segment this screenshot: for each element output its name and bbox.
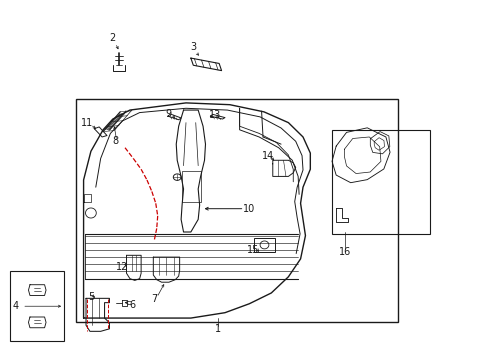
Text: 1: 1: [214, 324, 220, 334]
Text: 9: 9: [165, 109, 172, 119]
Text: 16: 16: [338, 247, 350, 257]
Text: 7: 7: [151, 294, 157, 304]
Text: 12: 12: [116, 262, 128, 272]
Text: 13: 13: [209, 110, 221, 120]
Bar: [182, 171, 200, 202]
Text: 14: 14: [261, 150, 273, 161]
Text: 11: 11: [81, 118, 93, 128]
Text: 2: 2: [109, 33, 116, 43]
Text: 5: 5: [88, 292, 94, 302]
Bar: [254, 238, 274, 252]
Text: 6: 6: [129, 300, 135, 310]
Bar: [331, 130, 429, 234]
Text: 10: 10: [243, 204, 255, 214]
Text: 8: 8: [112, 136, 118, 145]
Bar: [10, 271, 64, 341]
Text: 15: 15: [246, 245, 259, 255]
Text: 4: 4: [12, 301, 19, 311]
Bar: [76, 99, 397, 321]
Text: 3: 3: [190, 42, 196, 52]
